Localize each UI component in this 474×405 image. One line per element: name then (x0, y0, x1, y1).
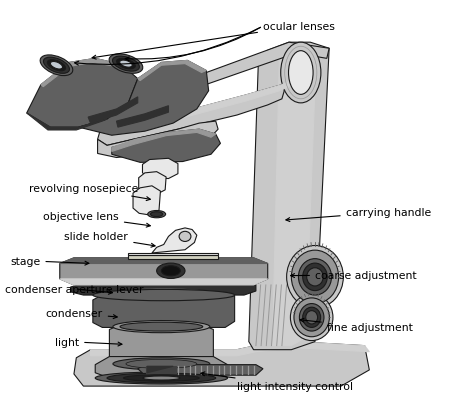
Polygon shape (117, 107, 168, 128)
Polygon shape (60, 279, 268, 285)
Ellipse shape (281, 43, 321, 104)
Ellipse shape (112, 57, 139, 72)
Ellipse shape (113, 358, 210, 370)
Ellipse shape (179, 232, 191, 242)
Ellipse shape (161, 266, 180, 276)
Ellipse shape (156, 263, 185, 279)
Ellipse shape (151, 212, 163, 217)
Ellipse shape (287, 246, 343, 309)
Polygon shape (128, 255, 218, 259)
Polygon shape (138, 61, 206, 81)
Ellipse shape (303, 263, 327, 291)
Ellipse shape (98, 289, 230, 311)
Polygon shape (128, 254, 218, 256)
Ellipse shape (291, 294, 333, 341)
Ellipse shape (47, 60, 65, 72)
Text: objective lens: objective lens (43, 212, 150, 228)
Polygon shape (79, 61, 209, 136)
Ellipse shape (300, 304, 324, 331)
Text: condenser: condenser (46, 309, 117, 319)
Polygon shape (91, 342, 369, 356)
Polygon shape (109, 327, 213, 364)
Ellipse shape (40, 56, 73, 77)
Ellipse shape (303, 307, 320, 328)
Ellipse shape (307, 268, 323, 286)
Polygon shape (156, 43, 329, 98)
Text: coarse adjustment: coarse adjustment (291, 270, 417, 280)
Ellipse shape (120, 322, 203, 331)
Polygon shape (249, 43, 329, 350)
Ellipse shape (113, 321, 210, 333)
Ellipse shape (95, 372, 228, 384)
Ellipse shape (289, 51, 313, 95)
Ellipse shape (124, 375, 199, 381)
Polygon shape (143, 159, 178, 179)
Polygon shape (71, 284, 256, 295)
Polygon shape (273, 47, 317, 346)
Ellipse shape (107, 373, 216, 383)
Polygon shape (74, 342, 369, 386)
Ellipse shape (44, 58, 70, 74)
Text: light intensity control: light intensity control (201, 372, 353, 391)
Ellipse shape (126, 360, 197, 369)
Polygon shape (139, 172, 166, 195)
Ellipse shape (306, 311, 318, 324)
Text: revolving nosepiece: revolving nosepiece (29, 183, 150, 201)
Polygon shape (133, 186, 160, 215)
Polygon shape (93, 294, 235, 296)
Polygon shape (152, 228, 197, 254)
Polygon shape (95, 357, 228, 378)
Text: slide holder: slide holder (64, 232, 155, 247)
Polygon shape (109, 81, 294, 130)
Ellipse shape (148, 211, 165, 218)
Polygon shape (98, 122, 218, 158)
Polygon shape (146, 367, 175, 374)
Polygon shape (112, 130, 216, 152)
Polygon shape (147, 367, 173, 373)
Ellipse shape (109, 55, 143, 74)
Polygon shape (60, 258, 268, 264)
Ellipse shape (93, 290, 235, 301)
Ellipse shape (119, 61, 132, 68)
Polygon shape (93, 295, 235, 328)
Ellipse shape (117, 59, 136, 70)
Text: fine adjustment: fine adjustment (300, 318, 413, 333)
Text: light: light (55, 337, 122, 347)
Polygon shape (27, 114, 107, 131)
Polygon shape (27, 59, 138, 128)
Text: condenser aperture lever: condenser aperture lever (5, 284, 144, 294)
Ellipse shape (50, 62, 63, 70)
Polygon shape (41, 59, 121, 87)
Text: carrying handle: carrying handle (286, 208, 431, 222)
Ellipse shape (294, 298, 329, 337)
Polygon shape (98, 85, 284, 146)
Ellipse shape (292, 251, 338, 304)
Ellipse shape (299, 259, 331, 295)
Polygon shape (60, 258, 268, 285)
Polygon shape (112, 130, 220, 163)
Polygon shape (88, 98, 138, 124)
Text: stage: stage (10, 256, 89, 266)
Ellipse shape (143, 376, 180, 380)
Polygon shape (138, 365, 263, 375)
Text: ocular lenses: ocular lenses (92, 22, 335, 60)
